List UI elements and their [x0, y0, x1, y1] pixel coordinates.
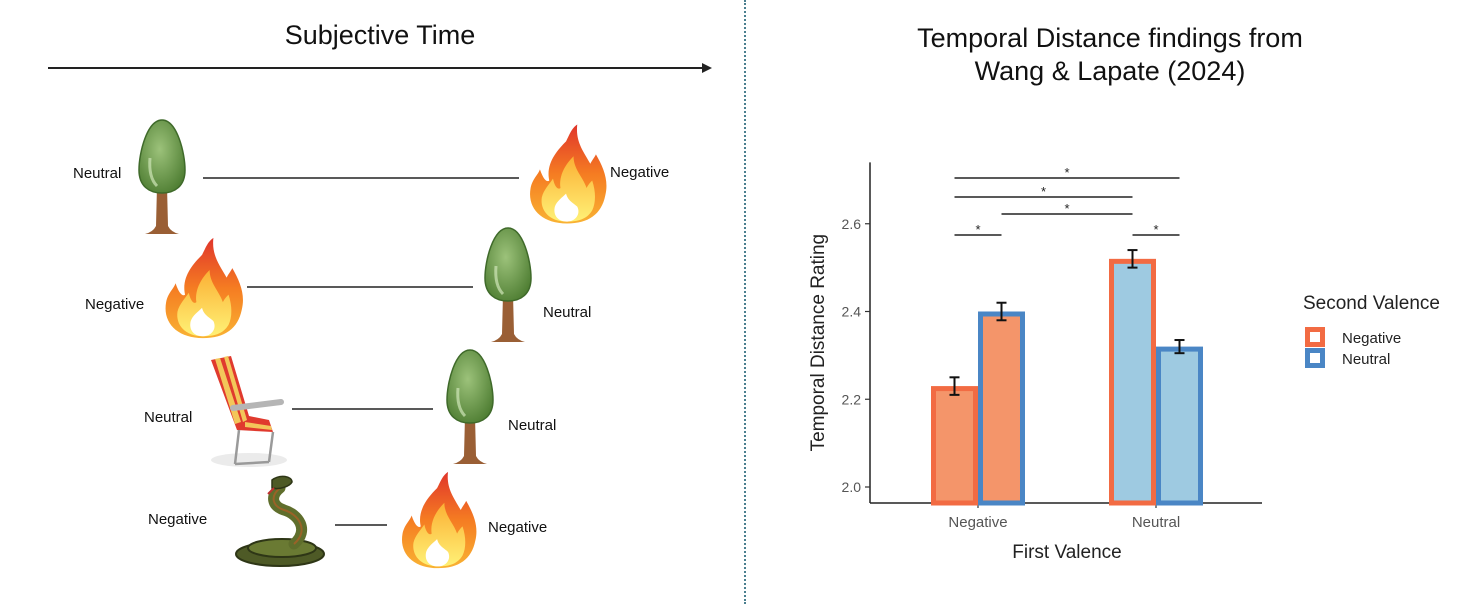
y-tick-label: 2.4	[842, 304, 862, 320]
row1-first-label: Neutral	[73, 165, 122, 182]
row2-first-label: Negative	[85, 296, 145, 313]
y-axis-label: Temporal Distance Rating	[808, 234, 829, 452]
legend: Second Valence Negative Neutral	[1303, 293, 1440, 368]
bar-neutral-neutral	[1156, 346, 1203, 506]
bar-neutral-negative	[1109, 258, 1156, 506]
legend-label-negative: Negative	[1342, 330, 1401, 347]
chart-title-line-2: Wang & Lapate (2024)	[974, 56, 1246, 86]
row1-second-label: Negative	[610, 164, 670, 181]
x-tick-label: Neutral	[1132, 514, 1180, 531]
legend-title: Second Valence	[1303, 293, 1440, 314]
row2-second-label: Neutral	[543, 304, 592, 321]
bar-negative-neutral	[978, 311, 1025, 506]
y-tick-label: 2.2	[842, 391, 862, 407]
chart-title: Temporal Distance findings from Wang & L…	[840, 22, 1380, 88]
x-axis-label: First Valence	[1012, 542, 1121, 563]
row4-first-label: Negative	[148, 511, 208, 528]
row3-first-label: Neutral	[144, 409, 193, 426]
bars	[931, 249, 1203, 506]
significance-star: *	[1064, 165, 1069, 180]
significance-star: *	[1153, 222, 1158, 237]
bar-negative-negative	[931, 386, 978, 506]
significance-star: *	[1041, 184, 1046, 199]
significance-star: *	[1064, 201, 1069, 216]
left-panel-title: Subjective Time	[284, 20, 476, 50]
significance-star: *	[975, 222, 980, 237]
y-tick-label: 2.6	[842, 216, 862, 232]
chart-title-line-1: Temporal Distance findings from	[917, 23, 1303, 53]
legend-swatch-negative	[1305, 327, 1325, 347]
row3-second-label: Neutral	[508, 417, 557, 434]
subjective-time-diagram	[48, 63, 712, 604]
row4-second-label: Negative	[488, 519, 548, 536]
legend-swatch-neutral	[1305, 348, 1325, 368]
time-arrow-head-icon	[702, 63, 712, 73]
legend-label-neutral: Neutral	[1342, 351, 1390, 368]
y-tick-label: 2.0	[842, 479, 862, 495]
x-tick-label: Negative	[948, 514, 1007, 531]
panel-divider	[744, 0, 746, 604]
significance-brackets: * * * * *	[954, 165, 1180, 237]
